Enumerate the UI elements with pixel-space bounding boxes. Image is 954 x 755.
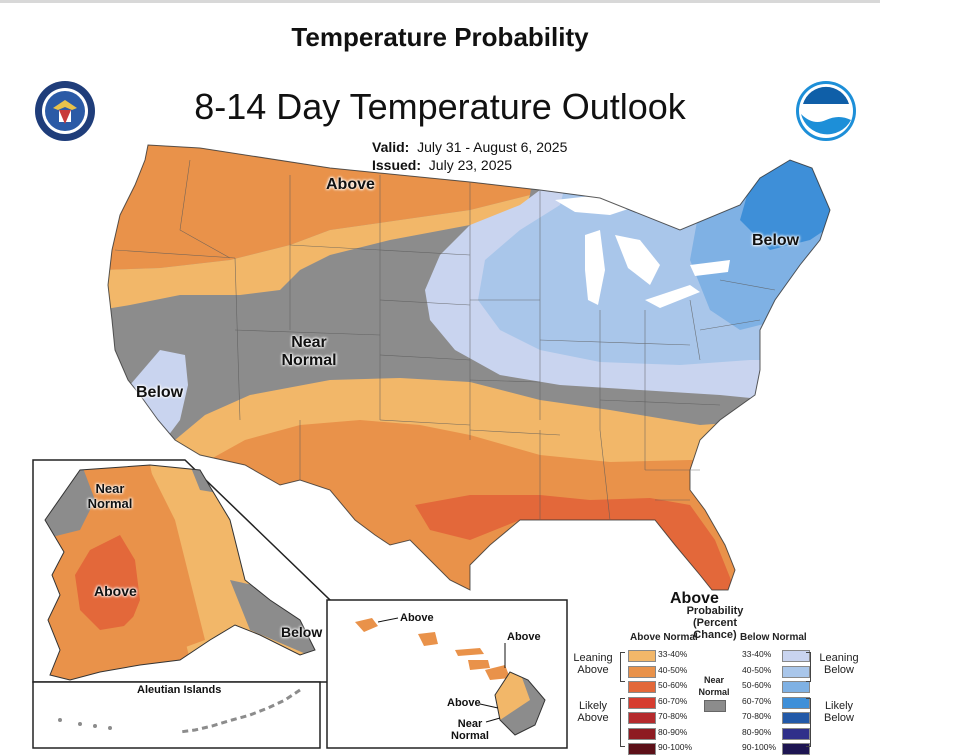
legend-swatch-below-3: [782, 696, 810, 709]
legend-range-below-2: 50-60%: [742, 680, 772, 690]
legend-swatch-below-2: [782, 681, 810, 693]
legend-swatch-above-5: [628, 727, 656, 740]
legend-range-above-6: 90-100%: [658, 742, 693, 752]
legend-swatch-below-0: [782, 650, 810, 662]
legend-range-above-4: 70-80%: [658, 711, 688, 721]
legend-below-header: Below Normal: [740, 632, 807, 643]
label-hi-above-1: Above: [400, 612, 434, 624]
legend-swatch-above-0: [628, 650, 656, 662]
label-aleutian-islands: Aleutian Islands: [137, 684, 222, 696]
legend-range-below-6: 90-100%: [742, 742, 777, 752]
legend-likely-below: Likely Below: [824, 700, 854, 724]
label-ak-near-normal: Near Normal: [87, 481, 133, 511]
legend-range-above-3: 60-70%: [658, 695, 688, 706]
legend-range-below-1: 40-50%: [742, 664, 772, 675]
legend-swatch-above-6: [628, 743, 656, 755]
valid-dates: Valid: July 31 - August 6, 2025: [372, 139, 568, 155]
legend-brace-2: [806, 652, 811, 682]
issued-date: Issued: July 23, 2025: [372, 157, 513, 173]
label-hi-near-normal: Near Normal: [451, 718, 489, 742]
legend-range-above-1: 40-50%: [658, 664, 688, 675]
label-below-northeast: Below: [752, 232, 800, 249]
legend-range-below-0: 33-40%: [742, 649, 772, 659]
legend-brace-0: [620, 652, 625, 682]
legend-title: Probability (Percent Chance): [686, 605, 744, 641]
label-near-normal: Near Normal: [281, 334, 337, 369]
legend-likely-above: Likely Above: [577, 700, 609, 724]
legend-swatch-below-5: [782, 727, 810, 740]
commerce-seal-logo: [35, 81, 95, 141]
legend-range-below-4: 70-80%: [742, 711, 772, 721]
noaa-logo: [796, 81, 856, 141]
legend-range-below-3: 60-70%: [742, 695, 772, 706]
legend-brace-3: [806, 698, 811, 747]
legend-swatch-above-4: [628, 712, 656, 724]
page-title: Temperature Probability: [291, 22, 589, 52]
legend-range-above-5: 80-90%: [658, 726, 688, 737]
legend-swatch-above-2: [628, 681, 656, 693]
label-below-west: Below: [136, 384, 184, 401]
label-hi-above-2: Above: [507, 631, 541, 643]
legend-above-header: Above Normal: [630, 632, 698, 643]
legend-leaning-above: Leaning Above: [573, 652, 613, 676]
legend-leaning-below: Leaning Below: [819, 652, 859, 676]
legend-near-normal: Near Normal: [698, 675, 730, 697]
label-ak-above: Above: [94, 583, 137, 599]
top-border: [0, 0, 880, 3]
label-ak-below: Below: [281, 624, 323, 640]
legend-swatch-near-normal: [704, 700, 726, 712]
label-hi-above-3: Above: [447, 697, 481, 709]
legend-swatch-above-3: [628, 696, 656, 709]
legend-range-below-5: 80-90%: [742, 726, 772, 737]
map-title: 8-14 Day Temperature Outlook: [194, 86, 686, 127]
legend-range-above-0: 33-40%: [658, 649, 688, 659]
legend-range-above-2: 50-60%: [658, 680, 688, 690]
legend-brace-1: [620, 698, 625, 747]
legend-swatch-below-4: [782, 712, 810, 724]
label-above-north: Above: [326, 176, 375, 193]
legend-swatch-above-1: [628, 665, 656, 678]
label-above-south: Above: [670, 590, 719, 607]
legend-swatch-below-1: [782, 665, 810, 678]
